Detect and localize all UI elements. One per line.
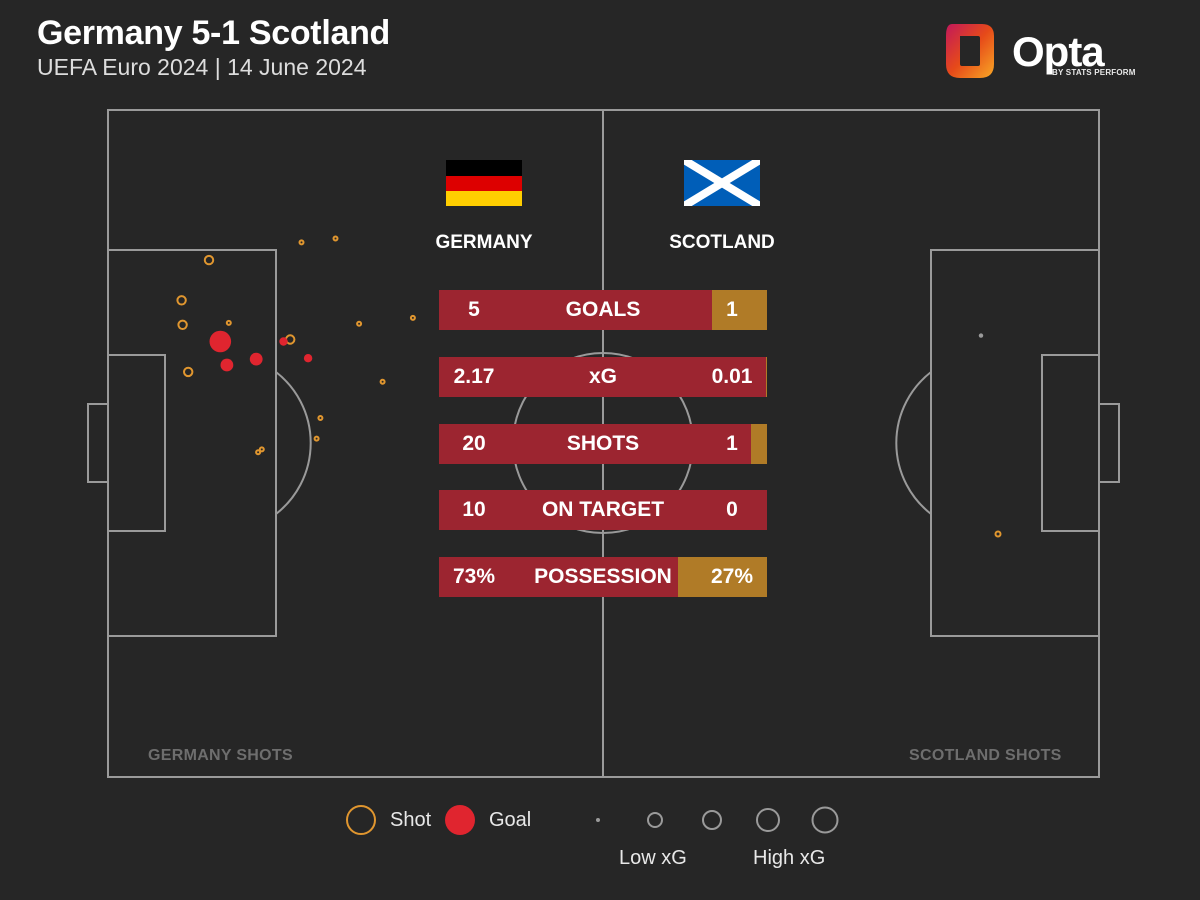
left-penalty-box [107,249,277,637]
germany-goal-point [209,330,232,353]
left-six-yard-box [107,354,166,532]
stat-away-value: 27% [710,565,754,588]
germany-shot-point [298,239,305,246]
home-shots-label: GERMANY SHOTS [148,747,293,764]
germany-goal-point [303,354,313,363]
germany-goal-point [220,358,234,372]
chart-title: Germany 5-1 Scotland [37,14,391,52]
germany-shot-point [356,320,363,327]
right-goal [1098,403,1120,483]
germany-shot-point [409,314,416,321]
stat-home-value: 2.17 [453,365,495,388]
stat-away-value: 0.01 [711,365,753,388]
stat-home-value: 5 [468,298,480,321]
right-penalty-box [930,249,1100,637]
legend-shot-label: Shot [390,809,432,831]
stat-label: GOALS [565,298,641,321]
legend-xg-size-5-icon [811,806,839,834]
opta-logo-word: Opta [1012,28,1105,75]
scotland-flag-icon [681,156,763,210]
germany-shot-point [379,378,386,385]
germany-shot-point [183,366,194,378]
chart-subtitle: UEFA Euro 2024 | 14 June 2024 [37,54,367,80]
legend-low-xg-label: Low xG [619,847,687,869]
stat-row-on-target: 10 ON TARGET 0 [439,490,767,530]
home-team-name: GERMANY [435,232,533,253]
stat-label: ON TARGET [541,498,665,521]
germany-flag-icon [446,160,522,206]
stat-row-goals: 5 GOALS 1 [439,290,767,330]
legend-xg-size-1-icon [596,818,600,822]
germany-shot-point [317,415,324,421]
germany-shot-point [225,319,232,326]
legend-shot-icon [346,805,376,835]
stat-label: xG [588,365,617,388]
legend-high-xg-label: High xG [753,847,826,869]
germany-shot-point [177,319,188,330]
germany-shot-point [255,449,262,456]
away-shots-label: SCOTLAND SHOTS [909,747,1062,764]
flag-germany [446,160,522,206]
flag-scotland [681,156,763,210]
germany-shot-point [176,295,187,306]
germany-shot-point [258,446,265,453]
stat-away-fill [751,424,767,464]
opta-logo: Opta BY STATS PERFORM [944,18,1144,84]
away-team-name: SCOTLAND [669,232,775,253]
germany-shot-point [332,235,339,242]
legend-xg-size-3-icon [702,810,722,830]
scotland-shot-point [978,333,984,338]
stat-row-shots: 20 SHOTS 1 [439,424,767,464]
stat-away-value: 1 [726,432,738,455]
legend-xg-size-4-icon [756,808,780,832]
left-penalty-arc [275,371,312,515]
stat-away-value: 0 [726,498,738,521]
stat-home-value: 20 [462,432,486,455]
stat-away-fill [765,357,767,397]
stat-away-value: 1 [726,298,738,321]
stat-away-fill [678,557,767,597]
right-penalty-arc [895,371,932,515]
stat-row-xg: 2.17 xG 0.01 [439,357,767,397]
legend-goal-label: Goal [489,809,532,831]
legend-goal-icon [445,805,475,835]
germany-shot-point [313,435,320,442]
stat-label: SHOTS [566,432,640,455]
left-goal [87,403,109,483]
germany-goal-point [249,352,263,366]
opta-logo-sub: BY STATS PERFORM [1052,68,1136,77]
stat-row-possession: 73% POSSESSION 27% [439,557,767,597]
germany-shot-point [203,254,215,266]
stat-home-value: 73% [452,565,496,588]
stat-label: POSSESSION [534,565,672,588]
right-six-yard-box [1041,354,1100,532]
stat-away-fill [712,290,767,330]
stat-home-value: 10 [462,498,486,521]
germany-goal-point [279,337,288,346]
scotland-shot-point-2 [994,530,1002,538]
opta-logo-mark-icon [946,24,994,78]
legend-xg-size-2-icon [647,812,663,828]
